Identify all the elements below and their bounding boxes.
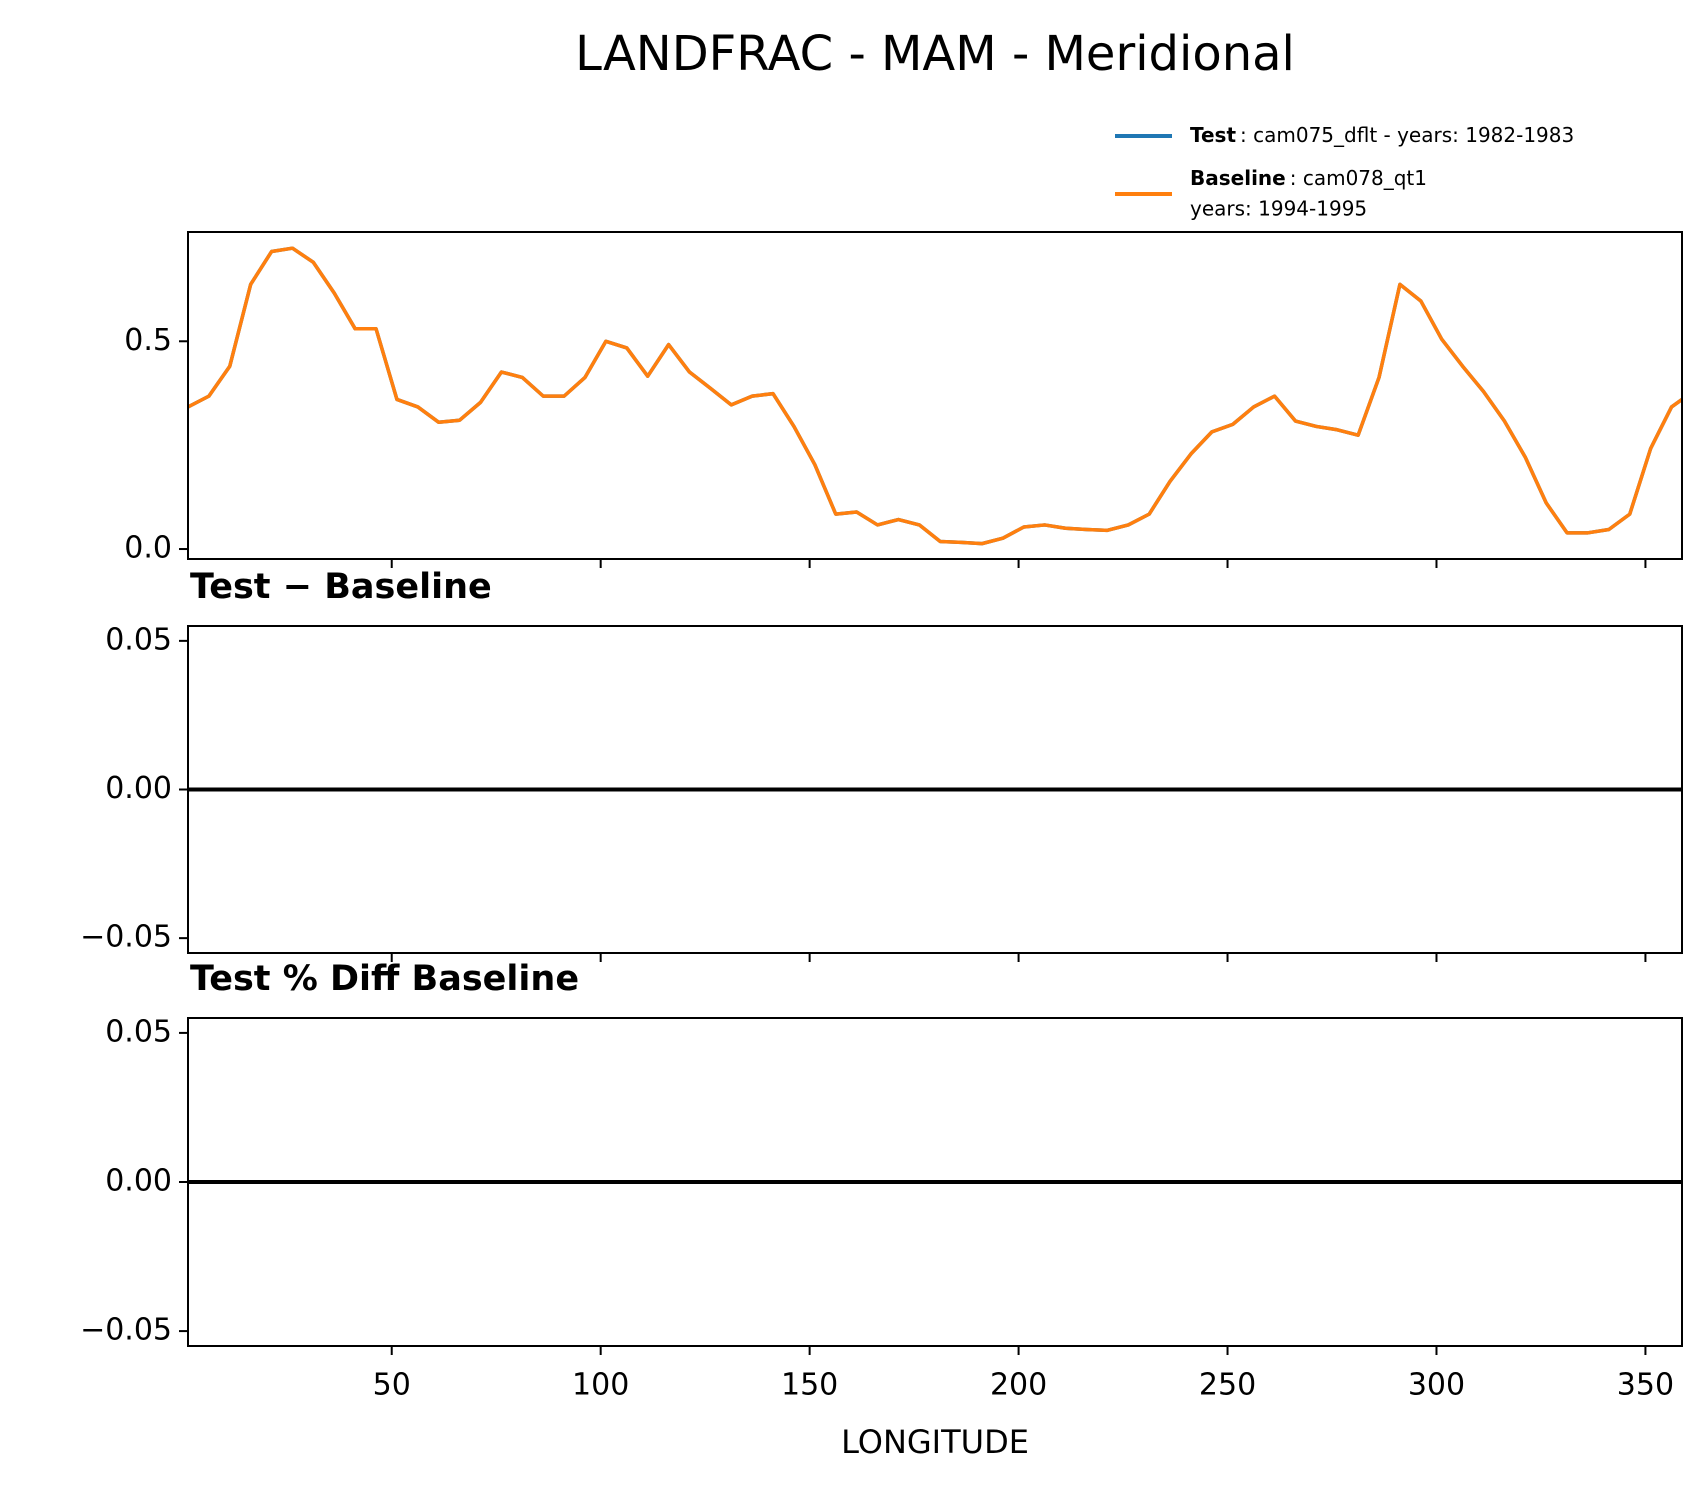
y-tick-label: 0.00 [105,1164,172,1199]
legend-description: years: 1994-1995 [1190,197,1367,221]
legend-name: Test [1190,123,1236,147]
x-tick-label: 100 [572,1368,629,1403]
data-line [188,246,1682,546]
axes-frame [187,1017,1683,1347]
x-tick-label: 150 [781,1368,838,1403]
x-tick-label: 50 [373,1368,411,1403]
x-tick-label: 300 [1408,1368,1465,1403]
x-tick-label: 350 [1617,1368,1674,1403]
axes-frame [187,625,1683,954]
y-tick-label: 0.05 [105,622,172,657]
y-tick-label: 0.00 [105,771,172,806]
axes-frame [187,231,1683,560]
x-tick-label: 200 [990,1368,1047,1403]
plot-area [188,246,1682,546]
figure-title: LANDFRAC - MAM - Meridional [575,26,1295,82]
y-tick-label: 0.05 [105,1014,172,1049]
x-axis-label: LONGITUDE [841,1423,1029,1461]
y-tick-label: 0.5 [124,323,172,358]
y-tick-label: −0.05 [80,920,172,955]
y-tick-label: −0.05 [80,1313,172,1348]
legend-description: : cam078_qt1 [1290,166,1427,190]
y-tick-label: 0.0 [124,531,172,566]
legend-description: : cam075_dflt - years: 1982-1983 [1240,123,1574,147]
panel-title: Test − Baseline [190,567,492,607]
legend-label: Baseline: cam078_qt1 [1190,166,1427,190]
legend-name: Baseline [1190,166,1286,190]
x-tick-label: 250 [1199,1368,1256,1403]
panel-title: Test % Diff Baseline [190,959,579,999]
legend-label: Test: cam075_dflt - years: 1982-1983 [1190,123,1574,147]
